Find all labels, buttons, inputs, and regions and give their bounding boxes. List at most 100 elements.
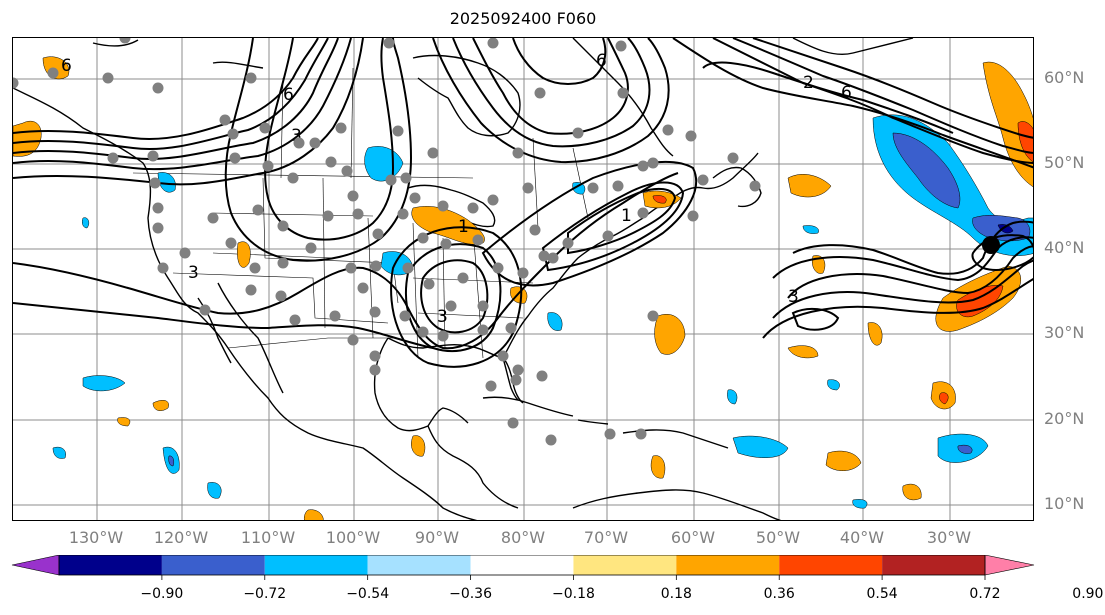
station-marker (157, 262, 169, 274)
station-marker (277, 257, 289, 269)
station-marker (352, 208, 364, 220)
station-marker (369, 350, 381, 362)
station-marker (602, 230, 614, 242)
station-marker (335, 122, 347, 134)
contour-label: 6 (841, 83, 852, 103)
colorbar-tick-label: 0.36 (763, 586, 795, 602)
station-marker (512, 364, 524, 376)
station-marker (485, 380, 497, 392)
contour-label: 2 (803, 73, 814, 93)
station-marker (538, 250, 550, 262)
station-marker (385, 174, 397, 186)
station-marker (417, 326, 429, 338)
station-marker (152, 202, 164, 214)
station-marker (372, 228, 384, 240)
station-marker (529, 224, 541, 236)
station-marker (477, 300, 489, 312)
station-marker (369, 306, 381, 318)
highlighted-station-marker (982, 236, 1000, 254)
station-marker (397, 208, 409, 220)
station-marker (497, 350, 509, 362)
lon-label: 60°W (670, 528, 716, 547)
colorbar-tick-label: −0.36 (449, 586, 492, 602)
station-marker (536, 370, 548, 382)
station-marker (147, 150, 159, 162)
station-marker (417, 232, 429, 244)
contour-label-group: 6 6 6 6 3 3 3 3 1 1 2 (61, 51, 852, 327)
station-marker (505, 322, 517, 334)
station-marker (457, 272, 469, 284)
station-marker (370, 260, 382, 272)
colorbar-segment (59, 555, 162, 575)
station-marker (107, 152, 119, 164)
station-marker (293, 137, 305, 149)
station-marker (287, 172, 299, 184)
colorbar-extend-low (11, 555, 60, 576)
station-marker (517, 267, 529, 279)
station-marker (612, 180, 624, 192)
station-marker (423, 278, 435, 290)
colorbar-tick-label: 0.54 (866, 586, 898, 602)
lon-label: 120°W (153, 528, 209, 547)
station-marker (615, 40, 627, 52)
lon-label: 90°W (414, 528, 460, 547)
station-marker (229, 152, 241, 164)
station-marker (252, 204, 264, 216)
contour-label: 3 (291, 126, 302, 146)
lat-label: 40°N (1044, 238, 1085, 257)
lat-label: 20°N (1044, 409, 1085, 428)
station-marker (400, 172, 412, 184)
station-marker (637, 207, 649, 219)
lon-label: 80°W (500, 528, 546, 547)
station-marker (289, 314, 301, 326)
station-marker (467, 202, 479, 214)
station-marker (262, 160, 274, 172)
station-marker (487, 194, 499, 206)
station-marker (510, 374, 522, 386)
lon-label: 40°W (839, 528, 885, 547)
station-marker (227, 128, 239, 140)
colorbar-segment (161, 555, 265, 575)
station-marker (325, 156, 337, 168)
station-marker (305, 242, 317, 254)
lon-label: 100°W (325, 528, 381, 547)
colorbar-segment (264, 555, 368, 575)
lat-label: 10°N (1044, 494, 1085, 513)
station-marker (225, 237, 237, 249)
station-marker (427, 147, 439, 159)
station-marker (149, 177, 161, 189)
lon-label: 130°W (68, 528, 124, 547)
station-marker (547, 252, 559, 264)
station-marker (662, 124, 674, 136)
lon-label: 50°W (755, 528, 801, 547)
station-marker (357, 282, 369, 294)
station-marker (637, 160, 649, 172)
colorbar (11, 555, 1035, 580)
station-marker (152, 222, 164, 234)
station-marker (507, 417, 519, 429)
station-marker (47, 67, 59, 79)
lat-label: 30°N (1044, 323, 1085, 342)
station-marker (277, 220, 289, 232)
station-marker (345, 262, 357, 274)
contour-label: 3 (788, 287, 799, 307)
contour-label: 3 (437, 307, 448, 327)
station-marker (440, 238, 452, 250)
station-marker (383, 38, 395, 49)
colorbar-tick-label: −0.90 (140, 586, 184, 602)
map-panel: 6 6 6 6 3 3 3 3 1 1 2 (12, 37, 1034, 521)
station-marker (749, 180, 761, 192)
station-marker (369, 364, 381, 376)
station-marker (409, 192, 421, 204)
station-marker (309, 137, 321, 149)
station-marker (13, 77, 19, 89)
station-markers (13, 38, 761, 446)
colorbar-segment (573, 555, 677, 575)
station-marker (152, 82, 164, 94)
colorbar-tick-label: 0.18 (660, 586, 692, 602)
station-marker (492, 262, 504, 274)
colorbar-segment (882, 555, 985, 575)
colorbar-segment (470, 555, 574, 575)
contour-label: 3 (188, 263, 199, 283)
station-marker (322, 210, 334, 222)
